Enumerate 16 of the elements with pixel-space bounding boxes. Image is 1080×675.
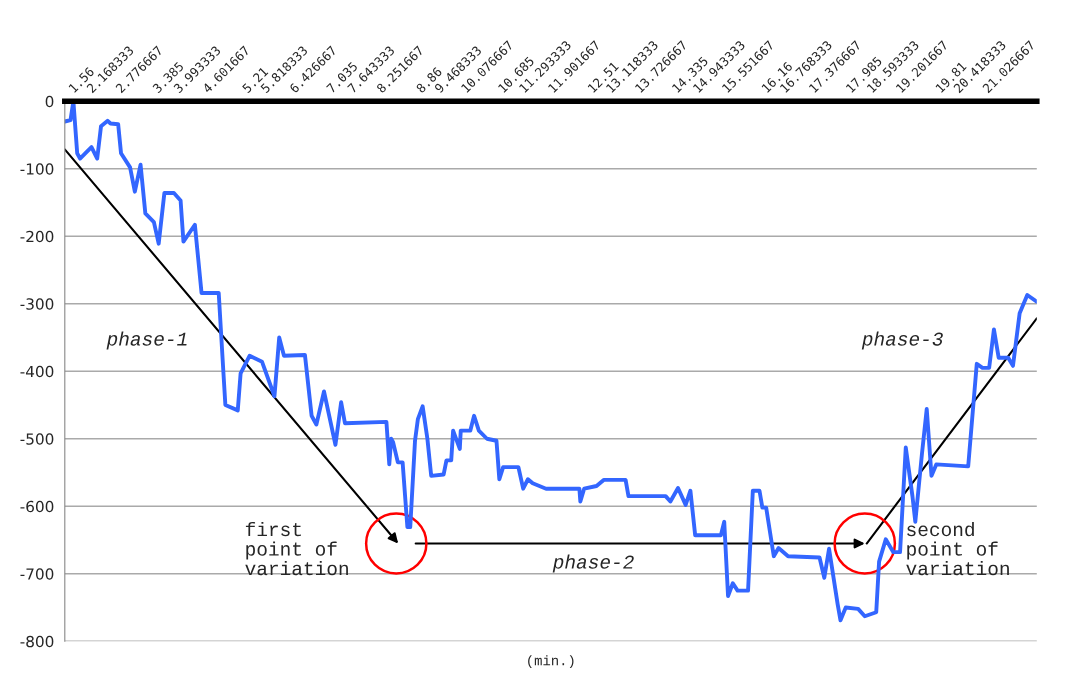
annotation: phase-1 <box>106 331 187 350</box>
y-tick-label: -300 <box>20 298 54 310</box>
annotation: phase-2 <box>552 554 634 573</box>
annotation: phase-3 <box>861 331 943 350</box>
y-tick-label: -400 <box>20 365 54 378</box>
y-tick-label: -500 <box>20 433 54 445</box>
y-tick-label: -600 <box>20 500 54 513</box>
y-tick-label: -700 <box>20 568 54 580</box>
y-tick-label: -800 <box>20 635 54 648</box>
y-tick-label: -100 <box>20 163 54 175</box>
line-series <box>64 101 1037 623</box>
y-tick-label: 0 <box>45 95 54 108</box>
x-axis-title: (min.) <box>528 655 574 669</box>
y-tick-label: -200 <box>20 230 54 243</box>
annotation: first point of variation <box>245 521 348 576</box>
annotation: second point of variation <box>906 521 1009 576</box>
